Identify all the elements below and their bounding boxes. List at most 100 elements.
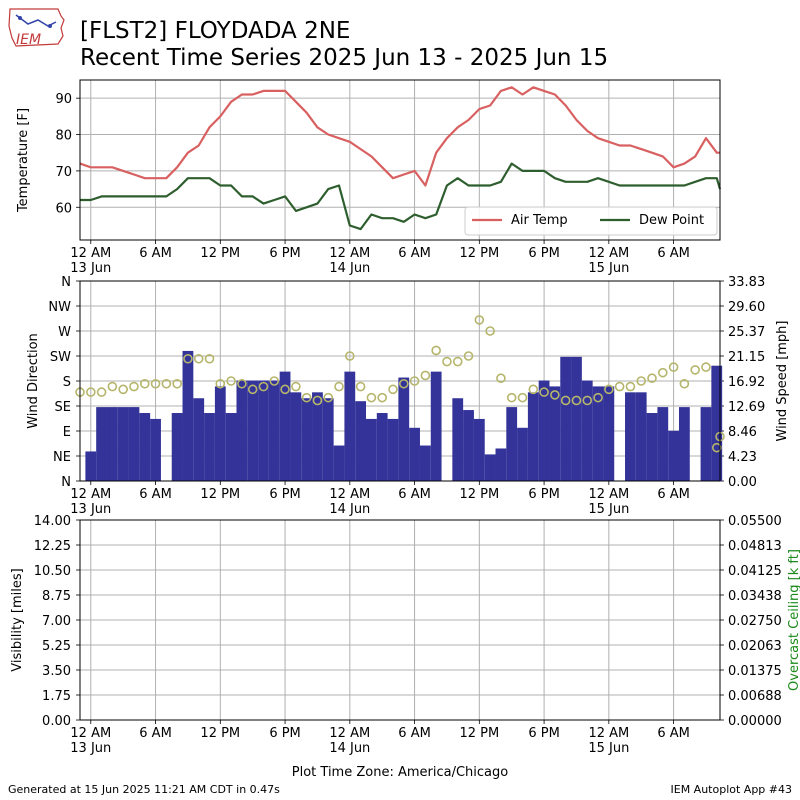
legend: Air Temp Dew Point <box>464 206 718 236</box>
y-tick-label: E <box>63 425 71 440</box>
y2-axis-label: Overcast Ceiling [k ft] <box>787 549 800 691</box>
wind-direction-point <box>647 373 657 384</box>
y-tick-label: W <box>58 325 71 340</box>
wind-speed-bar <box>333 445 345 481</box>
x-tick-label: 12 PM <box>200 487 240 502</box>
wind-speed-bar <box>366 418 377 481</box>
y2-tick-label: 0.02750 <box>728 614 782 629</box>
y-tick-label: 60 <box>55 201 72 216</box>
x-day-label: 13 Jun <box>70 502 111 517</box>
x-tick-label: 6 PM <box>528 246 559 261</box>
wind-speed-bar <box>96 407 107 481</box>
y-tick-label: 12.25 <box>34 539 71 554</box>
x-tick-label: 6 AM <box>139 246 172 261</box>
wind-direction-point <box>269 376 280 386</box>
visibility-panel: 12 AM 6 AM 12 PM 6 PM 12 AM 6 AM 12 PM 6 PM 12 A… <box>10 514 800 780</box>
wind-speed-bar <box>635 392 647 481</box>
y2-tick-label: 4.23 <box>728 450 757 465</box>
logo-text: IEM <box>16 32 41 48</box>
wind-direction-point <box>366 392 377 403</box>
y-tick-label: 3.50 <box>42 664 71 679</box>
x-day-label: 15 Jun <box>588 502 629 517</box>
wind-direction-point <box>701 362 711 372</box>
wind-speed-bar <box>581 380 593 481</box>
wind-speed-bar <box>312 392 323 481</box>
wind-speed-bar <box>452 398 464 481</box>
x-tick-label: 6 AM <box>139 487 172 502</box>
wind-direction-point <box>323 392 334 403</box>
wind-speed-bar <box>495 448 507 481</box>
wind-speed-bar <box>625 392 636 481</box>
wind-speed-bar <box>678 407 690 481</box>
x-tick-label: 6 AM <box>139 726 172 741</box>
y2-tick-label: 0.04125 <box>728 564 782 579</box>
wind-direction-point <box>388 384 398 395</box>
y-tick-label: SW <box>50 350 71 365</box>
legend-entry: Air Temp <box>511 213 568 228</box>
wind-direction-point <box>711 442 722 453</box>
x-tick-label: 6 AM <box>657 726 690 741</box>
wind-direction-point <box>463 351 474 361</box>
wind-direction-point <box>528 384 539 395</box>
y-tick-label: 14.00 <box>34 514 71 529</box>
x-tick-label: 12 PM <box>200 246 240 261</box>
page-title: [FLST2] FLOYDADA 2NE <box>80 18 351 44</box>
wind-direction-point <box>85 387 96 397</box>
y2-tick-label: 0.03438 <box>728 589 782 604</box>
wind-direction-point <box>96 387 107 397</box>
wind-direction-point <box>668 362 679 372</box>
y-tick-label: N <box>61 275 71 290</box>
wind-direction-point <box>345 351 355 361</box>
x-day-label: 15 Jun <box>588 741 629 756</box>
wind-speed-bar <box>236 380 248 481</box>
wind-direction-point <box>107 381 118 392</box>
y2-tick-label: 29.60 <box>728 300 765 315</box>
wind-speed-bar <box>538 380 550 481</box>
wind-direction-point <box>280 384 290 395</box>
y2-tick-label: 12.69 <box>728 400 765 415</box>
wind-speed-bar <box>463 410 474 481</box>
wind-direction-point <box>183 353 193 364</box>
x-day-label: 13 Jun <box>70 261 111 276</box>
y-axis-label: Wind Direction <box>26 333 41 429</box>
x-tick-label: 6 PM <box>528 487 559 502</box>
wind-speed-bar <box>214 386 226 481</box>
wind-speed-bar <box>376 413 388 481</box>
wind-direction-point <box>247 384 258 395</box>
panel-frame <box>79 79 721 241</box>
wind-speed-bar <box>106 407 118 481</box>
wind-direction-point <box>334 381 344 392</box>
y2-axis-label: Wind Speed [mph] <box>775 321 790 442</box>
x-tick-label: 12 PM <box>459 726 499 741</box>
x-tick-label: 12 AM <box>329 487 370 502</box>
wind-direction-point <box>679 378 690 389</box>
wind-speed-bar <box>549 386 561 481</box>
y2-tick-label: 0.05500 <box>728 514 782 529</box>
wind-direction-point <box>377 392 387 403</box>
x-tick-label: 12 PM <box>459 246 499 261</box>
wind-speed-bar <box>268 380 280 481</box>
wind-direction-point <box>118 384 128 395</box>
wind-direction-point <box>226 376 236 386</box>
y2-tick-label: 25.37 <box>728 325 765 340</box>
y2-tick-label: 0.00688 <box>728 689 782 704</box>
wind-speed-bar <box>560 356 572 481</box>
wind-speed-bar <box>398 377 410 481</box>
y-tick-label: 7.00 <box>42 614 71 629</box>
y-tick-label: 70 <box>55 165 72 180</box>
x-axis-label: Plot Time Zone: America/Chicago <box>292 765 508 780</box>
y-axis-label: Temperature [F] <box>16 108 31 213</box>
x-tick-label: 6 PM <box>528 726 559 741</box>
wind-direction-point <box>496 373 506 384</box>
y-tick-label: NE <box>53 450 71 465</box>
wind-speed-bar <box>117 407 129 481</box>
y2-tick-label: 0.02063 <box>728 639 782 654</box>
wind-direction-point <box>398 378 409 389</box>
wind-speed-bar <box>571 356 582 481</box>
x-tick-label: 12 AM <box>588 487 629 502</box>
wind-speed-bar <box>592 386 604 481</box>
wind-speed-bar <box>204 413 215 481</box>
page-subtitle: Recent Time Series 2025 Jun 13 - 2025 Ju… <box>80 45 609 71</box>
y-tick-label: 80 <box>55 129 72 144</box>
y2-tick-label: 8.46 <box>728 425 757 440</box>
